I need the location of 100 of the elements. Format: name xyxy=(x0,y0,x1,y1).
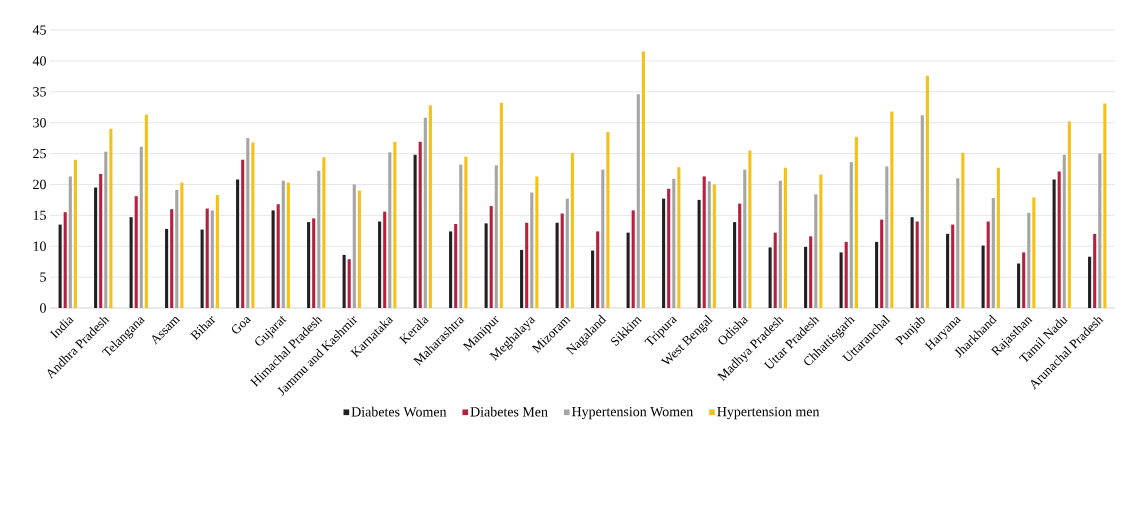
bar xyxy=(94,187,98,308)
y-tick-label: 15 xyxy=(33,210,46,221)
bar xyxy=(849,162,853,308)
bar xyxy=(1052,179,1056,308)
bar xyxy=(1017,263,1021,308)
bar xyxy=(631,210,635,308)
bar xyxy=(205,208,209,308)
legend-label: Diabetes Men xyxy=(470,406,548,417)
bar xyxy=(418,141,422,308)
bar xyxy=(484,223,488,308)
bar xyxy=(910,217,914,308)
bar xyxy=(956,178,960,308)
bar xyxy=(535,176,539,308)
bar xyxy=(180,182,184,308)
bar xyxy=(946,233,950,308)
bar xyxy=(170,209,174,308)
bar xyxy=(991,198,995,308)
bar xyxy=(342,254,346,308)
bar xyxy=(996,167,1000,308)
bar xyxy=(388,152,392,308)
bar xyxy=(804,246,808,308)
bar xyxy=(144,114,148,308)
bar xyxy=(961,152,965,308)
legend-label: Diabetes Women xyxy=(351,406,447,417)
bar xyxy=(129,217,133,308)
bar xyxy=(626,232,630,308)
bar xyxy=(951,224,955,308)
bar xyxy=(530,192,534,308)
bar xyxy=(733,222,737,308)
y-tick-label: 10 xyxy=(33,241,46,251)
bar xyxy=(1062,154,1066,308)
bar xyxy=(809,236,813,308)
bar xyxy=(104,151,108,308)
bar xyxy=(890,111,894,308)
legend-label: Hypertension Women xyxy=(571,406,694,420)
bar xyxy=(175,190,179,308)
bar xyxy=(200,229,204,308)
bar xyxy=(459,164,463,308)
y-tick-label: 5 xyxy=(40,272,46,282)
bar xyxy=(667,188,671,308)
bar xyxy=(99,173,103,308)
bar xyxy=(606,131,610,308)
bar xyxy=(317,170,321,308)
y-tick-label: 45 xyxy=(32,25,46,35)
bar xyxy=(925,75,929,308)
bar xyxy=(1103,103,1107,308)
bar xyxy=(449,231,453,308)
bar xyxy=(819,174,823,308)
bar xyxy=(885,166,889,308)
bar xyxy=(454,223,458,308)
y-tick-label: 30 xyxy=(33,117,46,128)
bar xyxy=(347,259,351,308)
bar xyxy=(915,221,919,308)
bar xyxy=(743,169,747,308)
legend-label: Hypertension men xyxy=(717,406,820,420)
bar xyxy=(778,180,782,308)
bar xyxy=(322,157,326,308)
y-tick-label: 40 xyxy=(32,56,46,66)
bar xyxy=(499,102,503,308)
bar xyxy=(210,210,214,308)
bar xyxy=(352,184,356,308)
bar xyxy=(839,252,843,308)
bar xyxy=(165,228,169,308)
bar xyxy=(276,204,280,308)
bar xyxy=(672,178,676,308)
bar xyxy=(413,154,417,308)
bar xyxy=(697,199,701,308)
bar xyxy=(702,176,706,308)
bar xyxy=(773,232,777,308)
bar xyxy=(383,211,387,308)
bar xyxy=(844,241,848,308)
bar xyxy=(1032,197,1036,308)
bar xyxy=(520,249,524,308)
bar xyxy=(555,222,559,308)
bar xyxy=(58,224,62,308)
bar xyxy=(1022,252,1026,308)
bar xyxy=(68,176,72,308)
bar xyxy=(1098,153,1102,308)
bar xyxy=(677,167,681,308)
bar xyxy=(662,198,666,308)
bar xyxy=(236,179,240,308)
bar xyxy=(246,138,250,308)
bar xyxy=(1093,233,1097,308)
bar xyxy=(768,247,772,308)
bar xyxy=(464,156,468,308)
bar xyxy=(880,219,884,308)
bar xyxy=(307,222,311,308)
bar xyxy=(378,221,382,308)
bar xyxy=(748,150,752,308)
bar xyxy=(357,190,361,308)
bar xyxy=(601,169,605,308)
bar xyxy=(570,152,574,308)
bar xyxy=(920,115,924,308)
bar xyxy=(494,165,498,308)
bar xyxy=(1027,212,1031,308)
bar xyxy=(712,184,716,308)
bar xyxy=(312,218,316,308)
bar xyxy=(423,117,427,308)
bar xyxy=(271,210,275,308)
bar xyxy=(986,221,990,308)
